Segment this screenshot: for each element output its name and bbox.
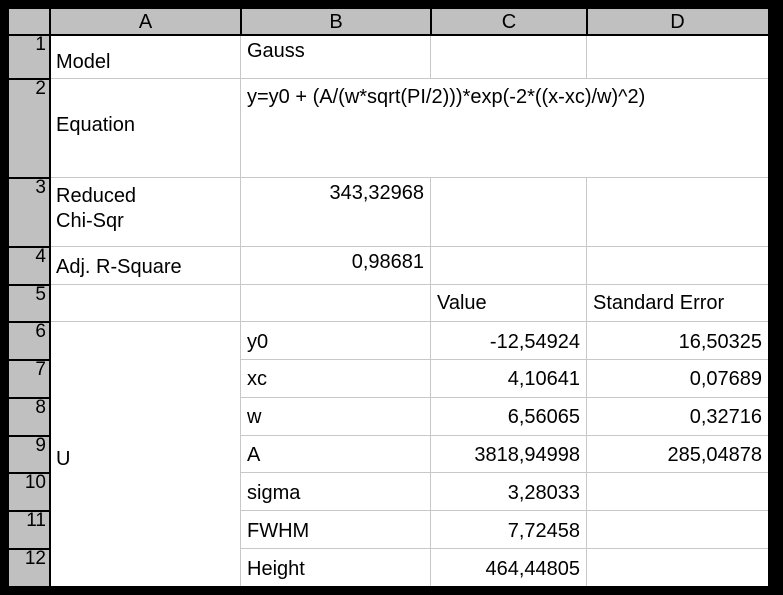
row-header-6[interactable]: 6: [9, 322, 50, 360]
cell-d6[interactable]: 16,50325: [678, 331, 762, 353]
gridline: [241, 397, 768, 398]
select-all-corner[interactable]: [9, 9, 50, 35]
cell-c7[interactable]: 4,10641: [507, 368, 580, 390]
cell-a5[interactable]: [50, 285, 240, 321]
cell-b12[interactable]: Height: [247, 558, 305, 580]
gridline: [50, 78, 768, 79]
gridline: [586, 178, 587, 586]
header-border: [9, 435, 50, 437]
row-header-9[interactable]: 9: [9, 436, 50, 473]
cell-c5[interactable]: Value: [437, 292, 487, 314]
column-header-b[interactable]: B: [241, 9, 431, 35]
header-border: [240, 9, 242, 35]
header-border: [9, 510, 50, 512]
cell-a3-line1: Reduced: [56, 185, 137, 207]
cell-b10[interactable]: sigma: [247, 482, 301, 504]
cell-d12[interactable]: [587, 549, 768, 586]
cell-c9[interactable]: 3818,94998: [474, 444, 580, 466]
cell-b2[interactable]: y=y0 + (A/(w*sqrt(PI/2)))*exp(-2*((x-xc)…: [247, 86, 646, 108]
column-header-d[interactable]: D: [587, 9, 768, 35]
cell-d5[interactable]: Standard Error: [593, 292, 725, 314]
gridline: [241, 472, 768, 473]
cell-d8[interactable]: 0,32716: [689, 406, 762, 428]
header-border: [9, 177, 50, 179]
cell-a6-a12-merged[interactable]: U: [56, 448, 71, 470]
cell-b5[interactable]: [241, 285, 430, 321]
column-header-c[interactable]: C: [431, 9, 587, 35]
header-border: [49, 9, 51, 586]
row-header-4[interactable]: 4: [9, 247, 50, 285]
cell-d4[interactable]: [587, 247, 768, 284]
gridline: [241, 359, 768, 360]
header-border: [9, 397, 50, 399]
gridline: [50, 321, 768, 322]
row-header-8[interactable]: 8: [9, 398, 50, 436]
row-header-12[interactable]: 12: [9, 549, 50, 586]
cell-b4[interactable]: 0,98681: [351, 251, 424, 273]
cell-c6[interactable]: -12,54924: [489, 331, 580, 353]
cell-b3[interactable]: 343,32968: [329, 182, 424, 204]
header-border: [430, 9, 432, 35]
gridline: [240, 35, 241, 586]
cell-b9[interactable]: A: [247, 444, 261, 466]
header-border: [586, 9, 588, 35]
gridline: [50, 284, 768, 285]
header-border: [9, 472, 50, 474]
header-border: [9, 246, 50, 248]
cell-c3[interactable]: [431, 178, 586, 246]
cell-b11[interactable]: FWHM: [247, 520, 310, 542]
cell-b8[interactable]: w: [247, 406, 262, 428]
cell-c4[interactable]: [431, 247, 586, 284]
cell-d3[interactable]: [587, 178, 768, 246]
gridline: [50, 246, 768, 247]
cell-a4[interactable]: Adj. R-Square: [56, 256, 182, 278]
cell-d9[interactable]: 285,04878: [667, 444, 762, 466]
cell-a2[interactable]: Equation: [56, 114, 135, 136]
cell-b1[interactable]: Gauss: [247, 40, 305, 62]
cell-a1[interactable]: Model: [56, 51, 111, 73]
spreadsheet[interactable]: A B C D 1 2 3 4 5 6 7 8 9 10 11 12 Model…: [9, 9, 768, 586]
header-border: [9, 34, 768, 36]
gridline: [586, 35, 587, 79]
gridline: [241, 435, 768, 436]
cell-c1[interactable]: [431, 35, 586, 78]
header-border: [9, 359, 50, 361]
cell-c11[interactable]: 7,72458: [507, 520, 580, 542]
gridline: [241, 548, 768, 549]
cell-d1[interactable]: [587, 35, 768, 78]
row-header-11[interactable]: 11: [9, 511, 50, 549]
header-border: [9, 548, 50, 550]
gridline: [430, 178, 431, 586]
cell-c10[interactable]: 3,28033: [507, 482, 580, 504]
row-header-10[interactable]: 10: [9, 473, 50, 511]
cell-c8[interactable]: 6,56065: [507, 406, 580, 428]
row-header-7[interactable]: 7: [9, 360, 50, 398]
cell-b6[interactable]: y0: [247, 331, 269, 353]
cell-b7[interactable]: xc: [247, 368, 267, 390]
cell-d10[interactable]: [587, 473, 768, 510]
cell-d7[interactable]: 0,07689: [689, 368, 762, 390]
gridline: [50, 177, 768, 178]
cell-d11[interactable]: [587, 511, 768, 548]
gridline: [430, 35, 431, 79]
row-header-5[interactable]: 5: [9, 285, 50, 322]
header-border: [9, 284, 50, 286]
cell-a3[interactable]: Reduced Chi-Sqr: [50, 178, 240, 246]
header-border: [9, 321, 50, 323]
cell-a3-line2: Chi-Sqr: [56, 210, 124, 232]
header-border: [9, 78, 50, 80]
cell-c12[interactable]: 464,44805: [485, 558, 580, 580]
row-header-2[interactable]: 2: [9, 79, 50, 178]
row-header-3[interactable]: 3: [9, 178, 50, 247]
gridline: [241, 510, 768, 511]
row-header-1[interactable]: 1: [9, 35, 50, 79]
column-header-a[interactable]: A: [50, 9, 241, 35]
